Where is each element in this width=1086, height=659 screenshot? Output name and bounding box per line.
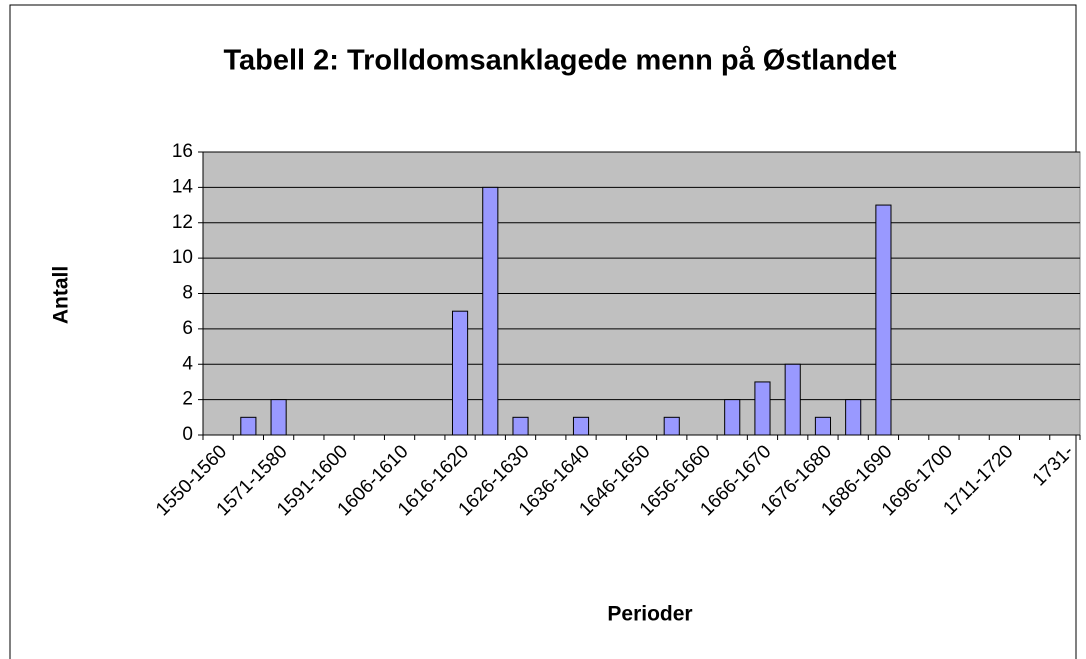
y-tick-label: 6 [182, 318, 193, 339]
y-tick-label: 12 [172, 212, 193, 233]
bar [875, 204, 892, 436]
y-tick-label: 16 [172, 141, 193, 162]
y-tick-label: 10 [172, 247, 193, 268]
y-tick-label: 4 [182, 353, 193, 374]
x-axis-label: Perioder [607, 603, 692, 626]
bar [754, 381, 771, 436]
bar [784, 363, 801, 436]
y-tick-label: 14 [172, 176, 194, 197]
y-tick-label: 8 [182, 283, 193, 304]
bar [451, 310, 469, 436]
y-axis-label: Antall [50, 266, 73, 324]
bar [845, 399, 862, 436]
bar [270, 399, 287, 436]
bar [512, 416, 529, 436]
y-tick-label: 2 [182, 389, 193, 410]
bar [814, 416, 832, 436]
bar [663, 416, 680, 436]
bar [482, 186, 499, 436]
bar [724, 399, 741, 436]
bar [240, 416, 257, 436]
bar [572, 416, 590, 436]
chart-title: Tabell 2: Trolldomsanklagede menn på Øst… [223, 45, 896, 77]
y-tick-label: 0 [182, 424, 193, 445]
